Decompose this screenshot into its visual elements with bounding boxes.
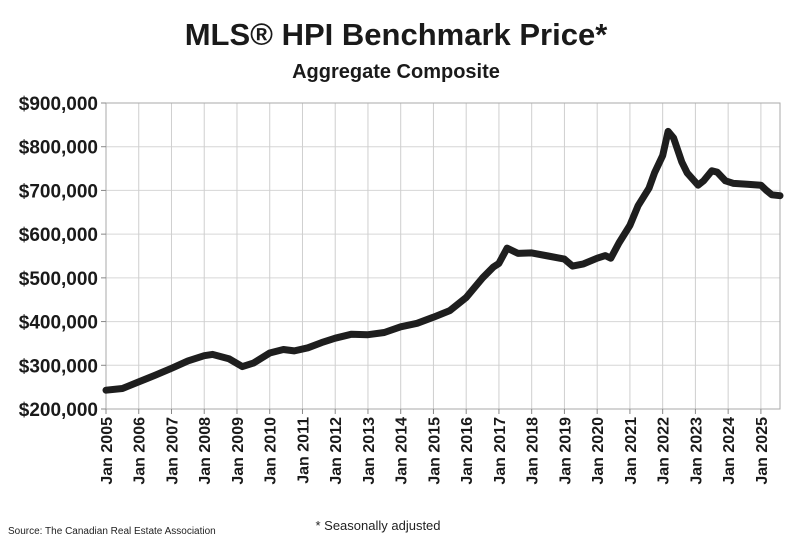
x-tick-label: Jan 2007	[164, 417, 181, 485]
plot-border	[105, 102, 781, 410]
y-tick-label: $200,000	[19, 400, 98, 421]
x-tick-label: Jan 2020	[590, 417, 607, 485]
x-tick-label: Jan 2016	[459, 417, 476, 485]
y-axis: $200,000 $300,000 $400,000 $500,000 $600,000…	[19, 94, 106, 421]
x-axis: Jan 2005 Jan 2006 Jan 2007 Jan 2008 Jan 2009…	[99, 409, 771, 485]
y-tick-label: $800,000	[19, 138, 98, 159]
x-tick-label: Jan 2019	[557, 417, 574, 485]
chart-title: MLS® HPI Benchmark Price*	[185, 17, 608, 52]
x-tick-label: Jan 2022	[656, 417, 673, 485]
x-tick-label: Jan 2014	[394, 417, 411, 485]
x-tick-label: Jan 2023	[688, 417, 705, 485]
x-tick-label: Jan 2024	[721, 417, 738, 485]
x-tick-label: Jan 2017	[492, 417, 509, 485]
y-tick-label: $600,000	[19, 225, 98, 246]
chart-subtitle: Aggregate Composite	[292, 61, 500, 83]
x-tick-label: Jan 2025	[754, 417, 771, 485]
footnote: * Seasonally adjusted	[315, 518, 440, 533]
y-tick-label: $300,000	[19, 356, 98, 377]
x-tick-label: Jan 2005	[99, 417, 116, 485]
y-tick-label: $500,000	[19, 269, 98, 290]
grid	[105, 102, 781, 410]
x-tick-label: Jan 2012	[328, 417, 345, 485]
x-tick-label: Jan 2010	[263, 417, 280, 485]
series-line	[102, 127, 784, 394]
y-tick-label: $700,000	[19, 181, 98, 202]
x-tick-label: Jan 2008	[197, 417, 214, 485]
y-tick-label: $900,000	[19, 94, 98, 115]
x-tick-label: Jan 2009	[230, 417, 247, 485]
x-tick-label: Jan 2006	[132, 417, 149, 485]
x-tick-label: Jan 2011	[295, 417, 312, 484]
source-note: Source: The Canadian Real Estate Associa…	[8, 526, 216, 537]
x-tick-label: Jan 2018	[525, 417, 542, 485]
x-tick-label: Jan 2015	[426, 417, 443, 485]
x-tick-label: Jan 2021	[623, 417, 640, 485]
y-tick-label: $400,000	[19, 313, 98, 334]
x-tick-label: Jan 2013	[361, 417, 378, 485]
